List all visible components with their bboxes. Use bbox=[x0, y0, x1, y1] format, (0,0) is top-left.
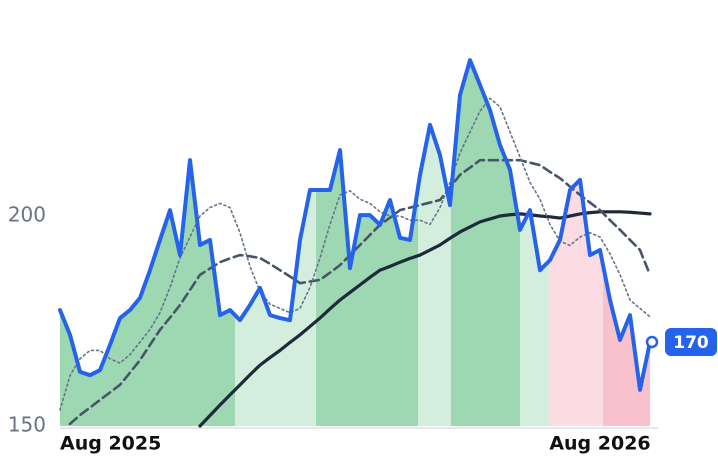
x-tick-label: Aug 2025 bbox=[60, 433, 161, 455]
moving-average bbox=[198, 210, 652, 428]
last-value-label: 170 bbox=[673, 333, 709, 353]
last-point bbox=[645, 335, 659, 349]
y-tick-label: 150 bbox=[8, 413, 46, 437]
last-value-badge bbox=[665, 328, 717, 356]
moving-average bbox=[68, 158, 652, 426]
moving-average bbox=[59, 97, 651, 411]
y-tick-label: 200 bbox=[8, 203, 46, 227]
period-band bbox=[549, 60, 603, 426]
price-line bbox=[58, 58, 652, 392]
x-tick-label: Aug 2026 bbox=[549, 433, 650, 455]
period-band bbox=[60, 60, 235, 426]
